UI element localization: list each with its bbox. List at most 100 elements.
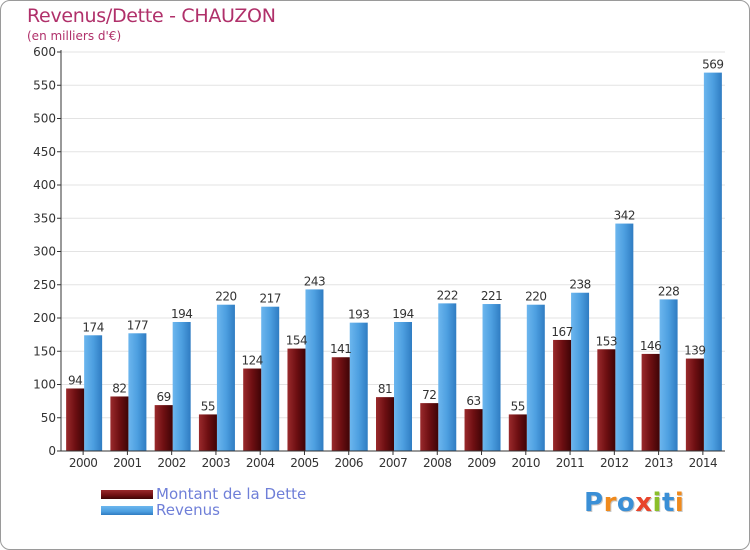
bar-dette (198, 414, 217, 451)
data-label-revenus: 221 (481, 289, 502, 303)
data-label-revenus: 193 (348, 308, 369, 322)
x-tick-label: 2005 (290, 456, 319, 470)
y-tick-label: 400 (33, 178, 56, 192)
bar-revenus (615, 223, 634, 451)
data-label-dette: 69 (157, 390, 171, 404)
data-label-dette: 55 (511, 399, 525, 413)
legend-label-revenus: Revenus (156, 501, 220, 519)
bar-dette (376, 397, 394, 451)
data-label-revenus: 228 (658, 284, 679, 298)
data-label-dette: 81 (378, 382, 392, 396)
data-label-revenus: 243 (304, 274, 325, 288)
y-tick-label: 200 (33, 311, 56, 325)
x-tick-label: 2008 (423, 456, 452, 470)
proxiti-logo: Proxiti (584, 488, 684, 518)
bar-dette (110, 396, 129, 451)
bar-dette (287, 348, 306, 451)
data-label-revenus: 222 (437, 288, 458, 302)
bar-revenus (261, 306, 280, 451)
x-tick-label: 2001 (113, 456, 142, 470)
x-tick-label: 2002 (157, 456, 186, 470)
bar-dette (243, 368, 262, 451)
data-label-dette: 72 (422, 388, 436, 402)
y-tick-label: 550 (33, 78, 56, 92)
data-label-revenus: 342 (614, 209, 635, 223)
y-tick-label: 100 (33, 378, 56, 392)
logo-letter: i (652, 488, 662, 518)
bar-revenus (128, 333, 147, 451)
legend-label-dette: Montant de la Dette (156, 485, 307, 503)
logo-letter: x (635, 488, 653, 518)
x-tick-label: 2010 (512, 456, 541, 470)
bar-revenus (172, 321, 191, 451)
bar-revenus (394, 321, 412, 451)
x-tick-label: 2012 (600, 456, 629, 470)
x-tick-label: 2004 (246, 456, 275, 470)
data-label-dette: 167 (551, 325, 572, 339)
y-tick-label: 150 (33, 344, 56, 358)
bar-revenus (216, 304, 235, 451)
y-tick-label: 300 (33, 245, 56, 259)
data-label-revenus: 217 (259, 292, 280, 306)
bar-revenus (703, 72, 722, 452)
data-label-dette: 141 (330, 342, 351, 356)
data-label-dette: 153 (596, 334, 617, 348)
bar-dette (641, 353, 660, 451)
x-tick-label: 2006 (334, 456, 363, 470)
data-label-revenus: 174 (82, 320, 103, 334)
bar-revenus (526, 304, 545, 451)
bar-revenus (482, 304, 501, 451)
data-label-dette: 82 (112, 381, 126, 395)
data-label-dette: 139 (684, 344, 705, 358)
x-tick-label: 2011 (556, 456, 585, 470)
bar-chart: 174 94 177 82 194 69 220 55 217 124 243 154 193 141 19… (33, 45, 725, 470)
bar-revenus (571, 292, 590, 451)
x-tick-label: 2000 (69, 456, 98, 470)
y-tick-label: 350 (33, 211, 56, 225)
data-label-revenus: 177 (127, 318, 148, 332)
y-tick-label: 450 (33, 145, 56, 159)
x-tick-label: 2009 (467, 456, 496, 470)
chart-title: Revenus/Dette - CHAUZON (27, 5, 276, 27)
bar-revenus (305, 289, 324, 451)
data-label-revenus: 194 (171, 307, 192, 321)
bar-dette (464, 409, 483, 451)
data-label-dette: 124 (241, 354, 262, 368)
bar-dette (685, 358, 704, 451)
data-label-revenus: 194 (392, 307, 413, 321)
bar-dette (553, 339, 572, 451)
bar-dette (331, 357, 350, 451)
bar-dette (154, 405, 173, 451)
legend-swatch-dette (101, 490, 153, 499)
legend-swatch-revenus (101, 506, 153, 515)
data-label-dette: 63 (466, 394, 480, 408)
data-label-revenus: 220 (215, 290, 236, 304)
bar-revenus (84, 335, 103, 451)
bar-dette (420, 403, 439, 451)
bar-dette (508, 414, 527, 451)
bar-revenus (349, 322, 368, 451)
logo-letter: i (674, 488, 685, 518)
chart-subtitle: (en milliers d'€) (27, 29, 122, 43)
y-tick-label: 600 (33, 45, 56, 59)
x-tick-label: 2003 (202, 456, 231, 470)
data-label-dette: 94 (68, 373, 82, 387)
y-tick-label: 50 (41, 411, 56, 425)
bar-revenus (659, 299, 678, 451)
data-label-revenus: 569 (702, 58, 723, 72)
logo-letter: o (616, 488, 636, 518)
x-tick-label: 2014 (689, 456, 718, 470)
data-label-dette: 146 (640, 339, 661, 353)
y-tick-label: 500 (33, 112, 56, 126)
logo-letter: P (584, 488, 604, 518)
data-label-revenus: 238 (569, 278, 590, 292)
bar-dette (597, 349, 616, 451)
data-label-dette: 55 (201, 399, 215, 413)
logo-letter: r (603, 488, 617, 518)
logo-letter: t (661, 488, 675, 518)
bar-revenus (438, 303, 457, 451)
x-tick-label: 2013 (644, 456, 673, 470)
x-tick-label: 2007 (379, 456, 408, 470)
y-tick-label: 0 (48, 444, 56, 458)
